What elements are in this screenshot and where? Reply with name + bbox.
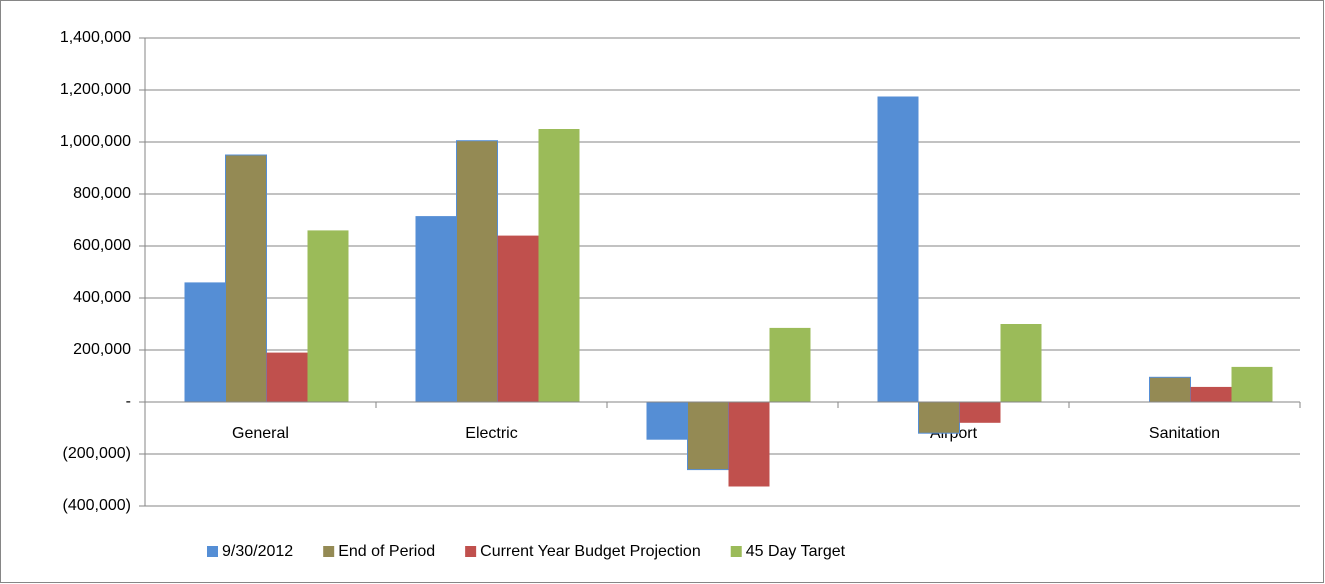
y-tick-label: (400,000) [63,497,132,514]
bar [184,282,226,402]
legend-swatch [323,546,335,557]
y-tick-label: 1,200,000 [60,81,131,98]
x-tick-label: General [232,425,289,442]
bar [959,402,1001,423]
legend-label: 45 Day Target [746,543,846,560]
y-tick-label: 200,000 [73,341,131,358]
bar [497,235,539,402]
bar [877,96,919,402]
legend-label: 9/30/2012 [222,543,293,560]
x-tick-label: Electric [465,425,517,442]
bar [769,327,811,402]
y-tick-label: - [126,393,131,410]
bar [1000,324,1042,402]
bar [456,140,498,403]
bar [307,230,349,402]
legend-label: Current Year Budget Projection [480,543,701,560]
legend-swatch [465,546,477,557]
y-tick-label: 400,000 [73,289,131,306]
legend-swatch [207,546,218,557]
bar [266,352,308,402]
bar [1190,386,1232,402]
bar [687,401,729,471]
legend-swatch [730,546,742,557]
y-tick-label: 1,400,000 [60,29,131,46]
legend-label: End of Period [338,543,435,560]
bar [1231,366,1273,402]
bar [538,129,580,402]
bar [1149,376,1191,403]
y-tick-label: 600,000 [73,237,131,254]
bar [918,401,960,434]
y-tick-label: (200,000) [63,445,132,462]
bar [415,216,457,402]
y-tick-label: 1,000,000 [60,133,131,150]
x-tick-label: Sanitation [1149,425,1220,442]
bar [646,402,688,440]
bar [728,402,770,487]
bar [225,154,267,403]
y-tick-label: 800,000 [73,185,131,202]
